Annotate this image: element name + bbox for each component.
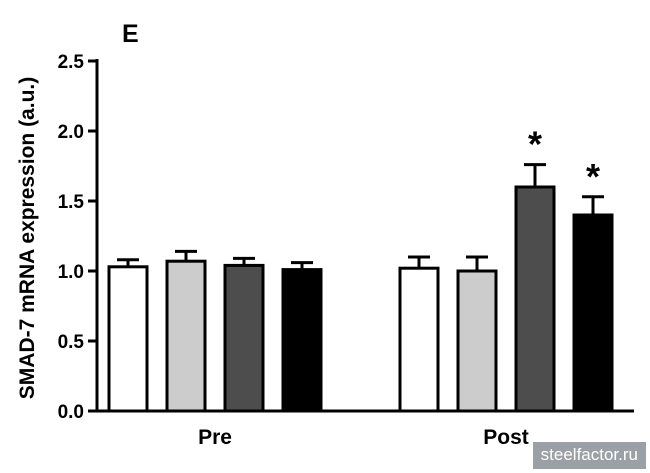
y-tick-label: 1.5 <box>58 192 85 213</box>
bar <box>165 259 207 413</box>
panel-label: E <box>122 20 139 48</box>
bar <box>514 185 556 413</box>
x-category-label: Post <box>483 426 529 449</box>
y-tick-label: 1.0 <box>58 262 84 283</box>
y-axis-label: SMAD-7 mRNA expression (a.u.) <box>16 77 39 399</box>
y-tick-label: 2.5 <box>58 52 85 73</box>
bar <box>107 265 149 413</box>
bar <box>456 269 498 413</box>
y-tick-label: 0.5 <box>58 332 85 353</box>
y-tick-label: 0.0 <box>58 402 84 423</box>
significance-marker: * <box>528 124 542 165</box>
significance-marker: * <box>586 156 600 197</box>
watermark: steelfactor.ru <box>532 442 646 469</box>
bar <box>572 213 614 413</box>
bar <box>398 266 440 413</box>
y-tick-label: 2.0 <box>58 122 84 143</box>
bar <box>281 268 323 413</box>
x-category-label: Pre <box>198 426 232 449</box>
x-axis-labels: Pre Post <box>198 426 529 449</box>
bar <box>223 263 265 413</box>
bars: ** <box>107 124 614 413</box>
